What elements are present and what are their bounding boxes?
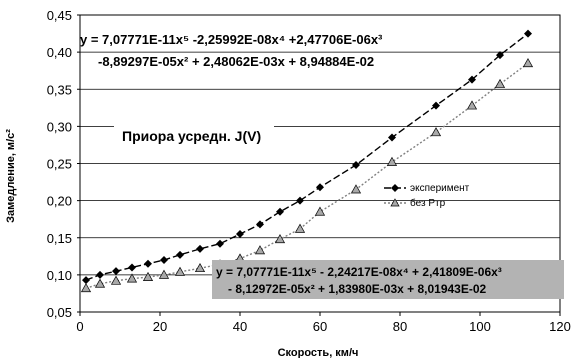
x-tick-label: 0 xyxy=(76,319,83,334)
data-point-experiment xyxy=(316,183,324,192)
data-point-no-ptr xyxy=(194,262,206,273)
x-tick-label: 80 xyxy=(393,319,407,334)
data-point-experiment xyxy=(196,244,204,253)
data-point-experiment xyxy=(256,220,264,229)
y-tick-label: 0,30 xyxy=(47,119,72,134)
data-point-experiment xyxy=(296,196,304,205)
annotation-background xyxy=(114,124,274,148)
x-tick-label: 60 xyxy=(313,319,327,334)
x-tick-label: 100 xyxy=(469,319,491,334)
data-point-experiment xyxy=(82,276,90,285)
data-point-no-ptr xyxy=(466,100,478,110)
data-point-no-ptr xyxy=(94,278,106,288)
data-point-experiment xyxy=(96,270,104,279)
data-point-no-ptr xyxy=(274,234,286,244)
data-point-experiment xyxy=(432,101,440,110)
annotation-box: Приора усредн. J(V) xyxy=(114,124,274,148)
data-point-experiment xyxy=(176,250,184,259)
y-axis-title: Замедление, м/с² xyxy=(5,129,17,223)
x-tick-label: 120 xyxy=(549,319,571,334)
data-point-no-ptr xyxy=(110,275,122,285)
data-point-no-ptr xyxy=(158,269,170,279)
data-point-no-ptr xyxy=(254,245,266,255)
data-point-experiment xyxy=(128,263,136,272)
data-point-experiment xyxy=(496,51,504,60)
equation-top: y = 7,07771E-11x⁵ -2,25992E-08x⁴ +2,4770… xyxy=(80,32,383,69)
annotation-text: Приора усредн. J(V) xyxy=(122,128,261,144)
legend-label-experiment: эксперимент xyxy=(410,183,470,194)
legend-label-no-ptr: без Ртр xyxy=(410,197,446,209)
y-tick-label: 0,20 xyxy=(47,194,72,209)
y-tick-label: 0,10 xyxy=(47,268,72,283)
equation-top-line1: y = 7,07771E-11x⁵ -2,25992E-08x⁴ +2,4770… xyxy=(80,32,383,47)
data-point-experiment xyxy=(112,267,120,276)
y-tick-label: 0,45 xyxy=(47,8,72,23)
data-point-experiment xyxy=(524,29,532,38)
data-point-experiment xyxy=(468,75,476,84)
equation-bottom-background xyxy=(212,260,564,299)
data-point-no-ptr xyxy=(494,78,506,88)
equation-bottom-line1: y = 7,07771E-11x⁵ - 2,24217E-08x⁴ + 2,41… xyxy=(216,265,502,279)
data-point-no-ptr xyxy=(126,273,138,283)
data-point-no-ptr xyxy=(314,206,326,216)
x-tick-label: 40 xyxy=(233,319,247,334)
x-axis: 0 20 40 60 80 100 120 xyxy=(76,312,571,334)
data-point-experiment xyxy=(216,239,224,248)
series-line-no-ptr xyxy=(85,62,529,289)
equation-top-line2: -8,89297E-05x² + 2,48062E-03x + 8,94884E… xyxy=(98,54,374,69)
data-point-no-ptr xyxy=(174,266,186,276)
data-point-no-ptr xyxy=(386,156,398,166)
legend: эксперимент без Ртр xyxy=(384,183,470,209)
y-tick-label: 0,25 xyxy=(47,157,72,172)
series-line-experiment xyxy=(85,33,529,281)
data-point-experiment xyxy=(352,160,360,169)
data-point-experiment xyxy=(388,133,396,142)
x-tick-label: 20 xyxy=(153,319,167,334)
y-tick-label: 0,15 xyxy=(47,231,72,246)
data-point-no-ptr xyxy=(142,271,154,281)
data-point-experiment xyxy=(144,259,152,268)
data-point-experiment xyxy=(160,256,168,265)
data-point-experiment xyxy=(276,207,284,216)
data-point-no-ptr xyxy=(80,283,92,293)
series-layer xyxy=(80,29,534,293)
x-axis-title: Скорость, км/ч xyxy=(278,347,359,358)
equation-bottom: y = 7,07771E-11x⁵ - 2,24217E-08x⁴ + 2,41… xyxy=(212,260,564,299)
y-tick-label: 0,35 xyxy=(47,82,72,97)
data-point-no-ptr xyxy=(350,184,362,194)
data-point-no-ptr xyxy=(430,127,442,137)
y-axis: 0,05 0,10 0,15 0,20 0,25 0,30 0,35 0,40 0,45 xyxy=(47,8,80,320)
y-tick-label: 0,40 xyxy=(47,45,72,60)
data-point-no-ptr xyxy=(522,58,534,68)
equation-bottom-line2: - 8,12972E-05x² + 1,83980E-03x + 8,01943… xyxy=(228,282,487,296)
legend-marker-triangle xyxy=(390,198,400,207)
data-point-no-ptr xyxy=(294,223,306,233)
legend-marker-diamond xyxy=(391,184,399,192)
y-tick-label: 0,05 xyxy=(47,305,72,320)
data-point-experiment xyxy=(236,230,244,239)
